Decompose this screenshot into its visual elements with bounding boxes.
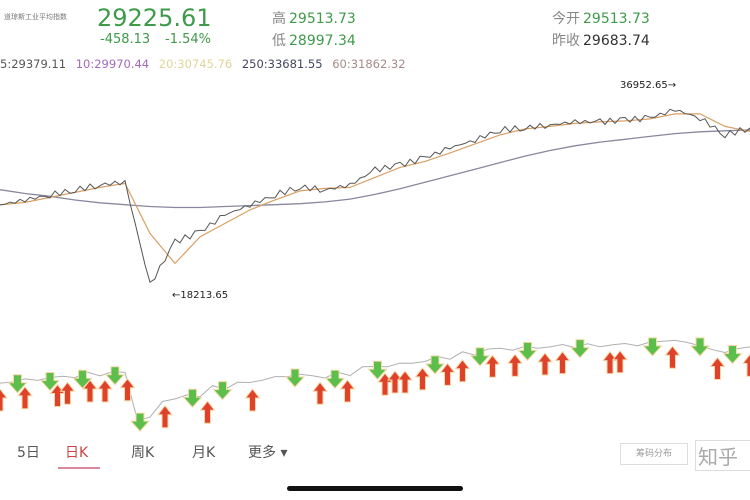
ma-5: 5:29379.11 bbox=[0, 57, 67, 71]
sell-signal-arrow bbox=[517, 341, 538, 362]
buy-signal-arrow bbox=[119, 377, 136, 402]
sell-signal-arrow bbox=[367, 360, 388, 381]
buy-signal-arrow bbox=[16, 385, 34, 410]
sell-signal-arrow bbox=[722, 345, 743, 365]
tab-5day[interactable]: 5日 bbox=[17, 445, 40, 461]
buy-signal-arrow bbox=[96, 379, 114, 403]
tab-daily-k[interactable]: 日K bbox=[65, 445, 89, 461]
buy-signal-arrow bbox=[439, 362, 456, 386]
sell-signal-arrow bbox=[469, 347, 491, 367]
ma-10: 10:29970.44 bbox=[75, 57, 150, 71]
high-value: 29513.73 bbox=[289, 11, 356, 27]
annotation-low: ←18213.65 bbox=[172, 290, 229, 301]
buy-signal-arrow bbox=[396, 370, 414, 394]
chip-distribution-button[interactable]: 筹码分布 bbox=[620, 443, 688, 465]
low-stat: 低 28997.34 bbox=[272, 30, 356, 50]
buy-signal-arrow bbox=[664, 345, 681, 369]
price-change: -458.13 bbox=[100, 32, 151, 47]
sell-signal-arrow bbox=[7, 374, 28, 394]
ma-20-line bbox=[0, 113, 750, 265]
low-label: 低 bbox=[272, 33, 286, 49]
open-label: 今开 bbox=[552, 11, 580, 27]
home-indicator[interactable] bbox=[287, 486, 463, 491]
low-value: 28997.34 bbox=[289, 33, 356, 49]
ma-legend: 5:29379.11 10:29970.44 20:30745.76 250:3… bbox=[0, 57, 412, 71]
high-stat: 高 29513.73 bbox=[272, 8, 356, 28]
sell-signal-arrow bbox=[182, 388, 203, 408]
tab-more[interactable]: 更多 ▾ bbox=[248, 445, 288, 461]
buy-signal-arrow bbox=[414, 367, 431, 391]
prev-close-stat: 昨收 29683.74 bbox=[552, 30, 650, 50]
buy-signal-arrow bbox=[59, 381, 76, 405]
sell-signal-arrow bbox=[104, 366, 126, 386]
buy-signal-arrow bbox=[506, 353, 524, 377]
buy-signal-arrow bbox=[709, 356, 726, 381]
tab-monthly-k[interactable]: 月K bbox=[192, 445, 216, 461]
buy-signal-arrow bbox=[454, 358, 471, 383]
active-tab-indicator bbox=[58, 467, 100, 469]
sell-signal-arrow bbox=[642, 337, 663, 357]
buy-signal-arrow bbox=[0, 388, 9, 412]
buy-signal-arrow bbox=[244, 388, 261, 412]
sell-signal-arrow bbox=[689, 337, 711, 357]
buy-signal-arrow bbox=[741, 353, 750, 377]
annotation-high: 36952.65→ bbox=[620, 80, 677, 91]
buy-signal-arrow bbox=[484, 354, 501, 378]
sell-signal-arrow bbox=[569, 339, 591, 359]
current-price: 29225.61 bbox=[97, 4, 212, 32]
ma-60: 60:31862.32 bbox=[332, 57, 406, 71]
period-tabs: 5日 日K 周K 月K 更多 ▾ bbox=[0, 442, 750, 472]
ma-250-line bbox=[0, 129, 750, 209]
sell-signal-arrow bbox=[324, 369, 346, 390]
high-label: 高 bbox=[272, 11, 286, 27]
sell-signal-arrow bbox=[39, 372, 61, 392]
buy-signal-arrow bbox=[554, 350, 571, 375]
buy-signal-arrow bbox=[536, 352, 554, 376]
ma-20: 20:30745.76 bbox=[158, 57, 233, 71]
sell-signal-arrow bbox=[424, 355, 446, 375]
zhihu-watermark: 知乎 bbox=[695, 440, 750, 471]
prev-close-value: 29683.74 bbox=[583, 33, 650, 49]
index-name: 道琼斯工业平均指数 bbox=[4, 13, 67, 21]
buy-signal-arrow bbox=[81, 379, 99, 403]
price-change-pct: -1.54% bbox=[165, 32, 211, 47]
buy-signal-arrow bbox=[199, 400, 216, 424]
buy-signal-arrow bbox=[156, 404, 174, 429]
sell-signal-arrow bbox=[129, 412, 151, 432]
ma-250: 250:33681.55 bbox=[241, 57, 323, 71]
sell-signal-arrow bbox=[212, 381, 233, 401]
open-stat: 今开 29513.73 bbox=[552, 8, 650, 28]
buy-signal-arrow bbox=[339, 379, 356, 403]
buy-signal-arrow bbox=[611, 349, 629, 374]
buy-signal-arrow bbox=[311, 381, 329, 405]
kline-chart[interactable] bbox=[0, 0, 750, 440]
buy-signal-arrow bbox=[601, 350, 619, 375]
prev-close-label: 昨收 bbox=[552, 33, 580, 49]
open-value: 29513.73 bbox=[583, 11, 650, 27]
sell-signal-arrow bbox=[284, 368, 306, 388]
price-line bbox=[0, 108, 750, 283]
tab-weekly-k[interactable]: 周K bbox=[131, 445, 155, 461]
